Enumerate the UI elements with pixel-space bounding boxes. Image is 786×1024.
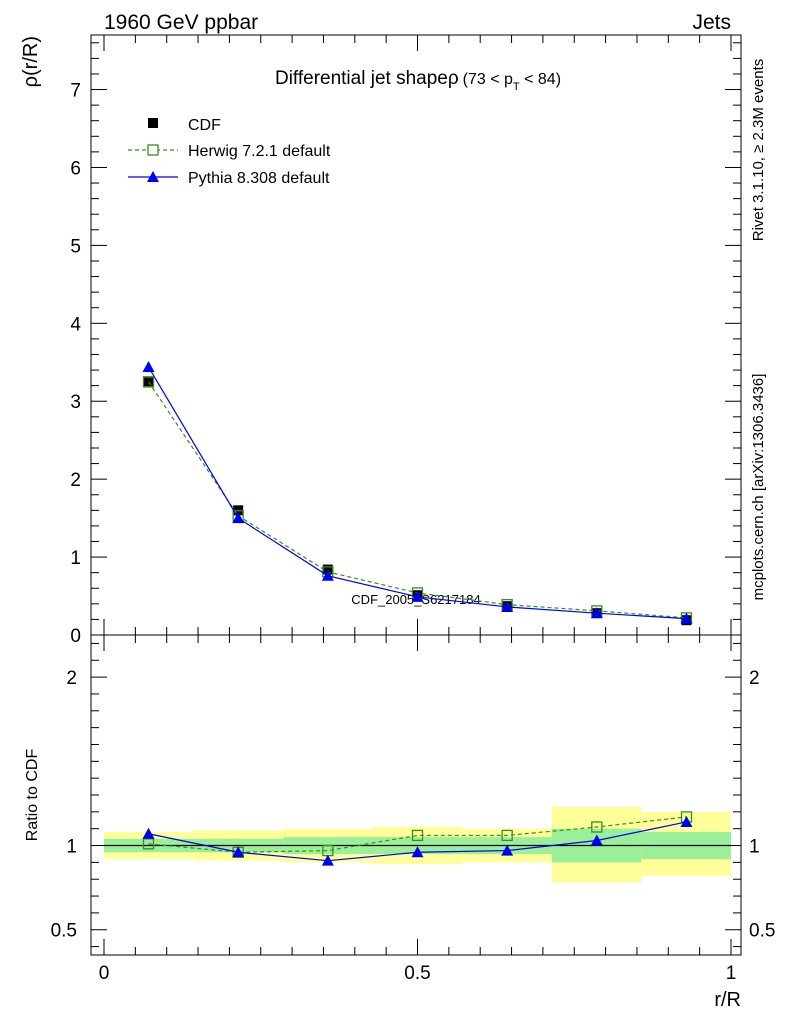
ratio-ytick-label: 1	[66, 837, 77, 858]
main-herwig-point	[142, 376, 155, 388]
side-label-mcplots: mcplots.cern.ch [arXiv:1306.3436]	[750, 374, 767, 601]
main-ytick-label: 2	[70, 470, 81, 491]
ratio-ytick-label-right: 2	[749, 668, 760, 689]
ratio-herwig-point	[501, 829, 513, 842]
legend-cdf-marker	[148, 118, 158, 128]
ratio-pythia-point	[321, 854, 334, 866]
main-pythia-point	[590, 607, 603, 619]
main-ylabel: ρ(r/R)	[20, 36, 42, 87]
main-pythia-point	[680, 612, 693, 624]
ratio-frame	[90, 634, 742, 956]
ratio-pythia-point	[501, 844, 514, 856]
ratio-pythia-point	[590, 834, 603, 846]
header-right: Jets	[692, 11, 731, 34]
ratio-ytick-label: 0.5	[51, 921, 77, 942]
main-ticks: 0 1 2 3 4 5 6 7	[70, 35, 741, 647]
ratio-series	[142, 811, 693, 866]
legend-pythia-marker	[147, 171, 159, 182]
ratio-ytick-label: 2	[66, 668, 77, 689]
main-ytick-label: 6	[70, 158, 81, 179]
ratio-herwig-point	[142, 838, 155, 850]
legend-herwig-label: Herwig 7.2.1 default	[188, 143, 331, 160]
main-ytick-label: 5	[70, 236, 81, 257]
legend-herwig-marker	[147, 144, 159, 156]
main-series	[142, 360, 693, 626]
ratio-pythia-point	[411, 846, 424, 858]
main-title: Differential jet shapeρ (73 < pT < 84)	[275, 68, 561, 93]
main-title-sub: T	[513, 81, 520, 93]
ratio-pythia-point	[680, 815, 693, 827]
main-pythia-point	[142, 360, 155, 372]
main-title-text: Differential jet shapeρ	[275, 68, 459, 89]
legend-pythia-label: Pythia 8.308 default	[188, 170, 330, 187]
main-title-range-close: < 84)	[520, 71, 561, 88]
ratio-herwig-point	[591, 821, 603, 833]
main-ytick-label: 3	[70, 392, 81, 413]
main-pythia-point	[501, 600, 514, 612]
ratio-ytick-label-right: 1	[749, 837, 760, 858]
main-ytick-label: 7	[70, 81, 81, 102]
ratio-ytick-label-right: 0.5	[749, 921, 775, 942]
ratio-herwig-line	[148, 816, 687, 853]
ratio-xtick-label: 0.5	[404, 963, 430, 984]
main-cdf-point	[322, 564, 333, 575]
legend-cdf-label: CDF	[188, 117, 221, 134]
main-pythia-point	[232, 512, 245, 524]
ratio-ylabel: Ratio to CDF	[24, 749, 41, 842]
main-pythia-line	[148, 366, 687, 620]
main-ytick-label: 0	[70, 626, 81, 647]
ratio-pythia-point	[232, 846, 245, 858]
main-ytick-label: 1	[70, 548, 81, 569]
ratio-bands	[104, 806, 731, 883]
main-ytick-label: 4	[70, 314, 81, 335]
legend: CDF Herwig 7.2.1 default Pythia 8.308 de…	[128, 117, 331, 187]
ratio-xtick-label: 1	[726, 963, 737, 984]
side-label-rivet: Rivet 3.1.10, ≥ 2.3M events	[750, 59, 767, 242]
ratio-plot: 0.5 0.5 1 1 2 2 0 0.5 1 Ratio to CDF r/R	[24, 634, 775, 1011]
ratio-herwig-point	[411, 829, 424, 842]
ratio-ticks: 0.5 0.5 1 1 2 2 0 0.5 1	[51, 635, 775, 984]
main-title-range: (73 < p	[463, 71, 513, 88]
header-left: 1960 GeV ppbar	[104, 11, 258, 34]
ratio-xtick-label: 0	[99, 963, 110, 984]
ratio-xlabel: r/R	[714, 989, 741, 1011]
main-herwig-line	[148, 381, 687, 619]
main-pythia-point	[411, 590, 424, 602]
ratio-pythia-point	[142, 827, 155, 839]
main-pythia-point	[321, 569, 334, 581]
